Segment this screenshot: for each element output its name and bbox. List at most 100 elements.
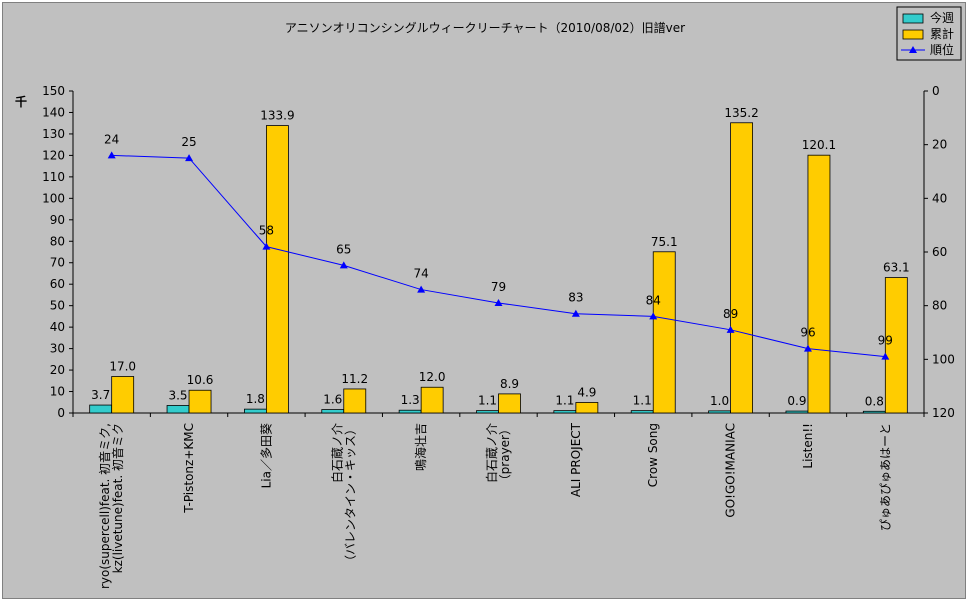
category-label: ぴゅあぴゅあはーと — [878, 423, 892, 531]
rank-polyline — [111, 154, 886, 358]
left-tick-label: 40 — [50, 320, 65, 334]
category-labels: ryo(supercell)feat. 初音ミク,kz(livetune)fea… — [97, 422, 892, 589]
category-label: Crow Song — [646, 423, 660, 487]
rank-value-label: 25 — [181, 135, 196, 149]
data-labels: 3.717.03.510.61.8133.91.611.21.312.01.18… — [91, 106, 910, 409]
bar-weekly — [553, 410, 577, 414]
category-label: 白石蔵ノ介（prayer） — [484, 423, 512, 486]
total-value-label: 8.9 — [500, 377, 519, 391]
rank-value-label: 65 — [336, 242, 351, 256]
right-tick-label: 0 — [932, 84, 940, 98]
left-tick-label: 130 — [42, 127, 65, 141]
left-tick-label: 140 — [42, 105, 65, 119]
weekly-value-label: 1.1 — [633, 394, 652, 408]
legend-rank-marker — [909, 46, 917, 53]
category-label-line: ALI PROJECT — [569, 422, 583, 497]
category-label-line: ryo(supercell)feat. 初音ミク, — [97, 423, 112, 589]
chart-svg: アニソンオリコンシングルウィークリーチャート（2010/08/02）旧譜ver … — [15, 6, 962, 589]
total-value-label: 75.1 — [651, 235, 678, 249]
total-value-label: 4.9 — [577, 385, 596, 399]
category-label-line: Crow Song — [646, 423, 660, 487]
rank-value-label: 89 — [723, 307, 738, 321]
weekly-value-label: 3.5 — [168, 388, 187, 402]
category-label-line: 鳴海壮吉 — [413, 423, 428, 471]
left-tick-label: 20 — [50, 363, 65, 377]
bar-weekly — [785, 410, 809, 414]
legend-label: 順位 — [930, 42, 954, 57]
weekly-value-label: 0.8 — [865, 394, 884, 408]
total-value-label: 135.2 — [724, 106, 758, 120]
weekly-value-label: 1.3 — [401, 393, 420, 407]
bar-weekly — [166, 405, 190, 414]
category-label: T-Pistonz+KMC — [182, 423, 196, 514]
rank-marker — [649, 312, 658, 320]
legend-label: 累計 — [930, 26, 954, 41]
chart-title: アニソンオリコンシングルウィークリーチャート（2010/08/02）旧譜ver — [285, 20, 685, 35]
y-axis-unit: 千 — [15, 94, 27, 109]
rank-marker — [417, 285, 426, 293]
bar-total — [652, 251, 676, 414]
rank-marker — [262, 242, 271, 250]
bar-total — [575, 402, 599, 414]
left-tick-label: 80 — [50, 234, 65, 248]
bar-weekly — [398, 409, 422, 414]
weekly-value-label: 1.1 — [555, 394, 574, 408]
rank-value-label: 58 — [259, 224, 274, 238]
category-label-line: Lia／多田葵 — [259, 423, 273, 488]
total-value-label: 10.6 — [187, 373, 214, 387]
rank-value-label: 74 — [413, 267, 428, 281]
category-label: 鳴海壮吉 — [413, 423, 428, 471]
rank-value-label: 24 — [104, 132, 119, 146]
left-tick-label: 120 — [42, 148, 65, 162]
weekly-value-label: 3.7 — [91, 388, 110, 402]
rank-marker — [726, 325, 735, 333]
weekly-value-label: 1.1 — [478, 394, 497, 408]
rank-marker — [571, 309, 580, 317]
left-tick-label: 110 — [42, 170, 65, 184]
category-label: ALI PROJECT — [569, 422, 583, 497]
axes: 0 10 20 30 40 50 60 70 80 90 100 110 120 130 140 150 0 20… — [42, 84, 955, 420]
bar-total — [266, 125, 289, 414]
category-label-line: 白石蔵ノ介 — [329, 423, 344, 483]
bar-weekly — [862, 410, 886, 414]
bar-total — [730, 122, 753, 414]
rank-value-label: 84 — [646, 293, 661, 307]
category-label-line: 白石蔵ノ介 — [484, 423, 499, 483]
legend-weekly-swatch — [902, 13, 924, 24]
right-tick-label: 60 — [932, 245, 947, 259]
legend-label: 今週 — [930, 10, 954, 25]
bar-total — [343, 388, 367, 414]
right-tick-label: 120 — [932, 406, 955, 420]
bar-weekly — [321, 409, 345, 414]
left-tick-label: 30 — [50, 342, 65, 356]
rank-line — [107, 151, 890, 360]
bar-total — [498, 393, 521, 414]
left-tick-label: 70 — [50, 256, 65, 270]
left-tick-label: 90 — [50, 213, 65, 227]
total-value-label: 17.0 — [109, 360, 136, 374]
category-label: ryo(supercell)feat. 初音ミク,kz(livetune)fea… — [97, 423, 125, 589]
rank-value-label: 99 — [878, 334, 893, 348]
left-tick-label: 0 — [57, 406, 65, 420]
bar-total — [884, 277, 908, 414]
bar-weekly — [630, 410, 654, 414]
right-tick-label: 40 — [932, 191, 947, 205]
bar-total — [188, 389, 212, 414]
bar-weekly — [244, 408, 267, 414]
category-label-line: kz(livetune)feat. 初音ミク — [110, 423, 125, 573]
category-label-line: ぴゅあぴゅあはーと — [878, 423, 892, 531]
rank-value-label: 79 — [491, 280, 506, 294]
right-tick-label: 100 — [932, 352, 955, 366]
rank-marker — [107, 151, 116, 159]
rank-marker — [494, 298, 503, 306]
bar-total — [111, 376, 135, 414]
rank-marker — [185, 154, 194, 162]
right-tick-label: 80 — [932, 299, 947, 313]
bar-weekly — [708, 410, 731, 414]
rank-value-label: 83 — [568, 291, 583, 305]
total-value-label: 120.1 — [802, 138, 836, 152]
left-tick-label: 50 — [50, 299, 65, 313]
category-label-line: （バレンタイン・キッス） — [343, 423, 357, 567]
weekly-value-label: 1.6 — [323, 393, 342, 407]
